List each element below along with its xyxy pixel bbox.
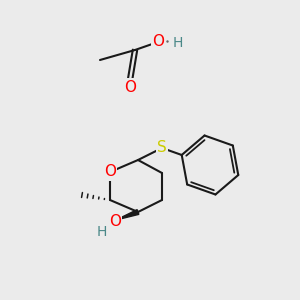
Text: O: O (152, 34, 164, 50)
Text: O: O (104, 164, 116, 179)
Polygon shape (116, 210, 139, 220)
Text: O: O (124, 80, 136, 94)
Text: S: S (157, 140, 167, 155)
Text: H: H (173, 36, 183, 50)
Text: H: H (97, 225, 107, 239)
Text: O: O (109, 214, 121, 229)
